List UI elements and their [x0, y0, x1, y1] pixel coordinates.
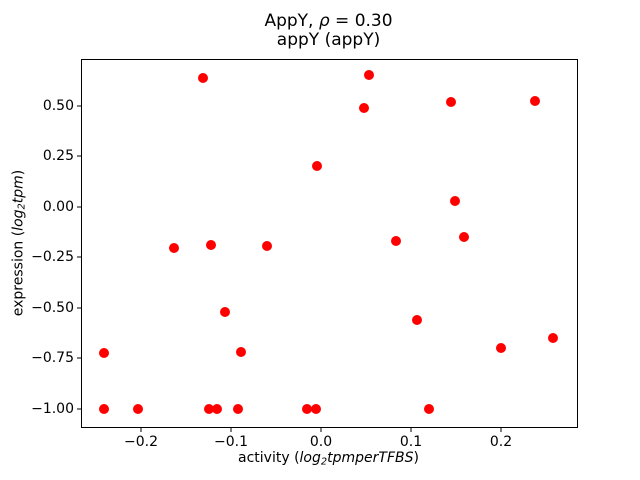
- data-point: [204, 403, 215, 414]
- figure-title-block: AppY, ρ = 0.30 appY (appY): [80, 12, 577, 50]
- data-point: [219, 307, 230, 318]
- data-point: [363, 70, 374, 81]
- y-label-subscript: 2: [16, 203, 28, 210]
- axes-spines: [81, 59, 578, 428]
- x-tick-mark: [140, 428, 142, 432]
- data-point: [423, 403, 434, 414]
- y-tick-label: −0.25: [31, 249, 74, 266]
- data-point: [495, 343, 506, 354]
- y-tick-mark: [77, 357, 81, 359]
- y-tick-mark: [77, 105, 81, 107]
- data-point: [450, 195, 461, 206]
- data-point: [211, 403, 222, 414]
- x-tick-mark: [320, 428, 322, 432]
- data-point: [198, 73, 209, 84]
- data-point: [99, 347, 110, 358]
- title-prefix: AppY,: [264, 11, 319, 31]
- y-tick-mark: [77, 408, 81, 410]
- x-label-math-rest: tpmperTFBS: [327, 450, 414, 466]
- x-tick-label: −0.1: [214, 434, 248, 450]
- x-label-math: log: [299, 450, 321, 466]
- y-tick-mark: [77, 256, 81, 258]
- figure-subtitle: appY (appY): [276, 30, 381, 50]
- data-point: [390, 236, 401, 247]
- y-tick-mark: [77, 206, 81, 208]
- x-label-subscript: 2: [320, 456, 328, 468]
- data-point: [530, 95, 541, 106]
- y-label-prefix: expression (: [10, 230, 27, 317]
- x-tick-label: 0.2: [489, 434, 513, 450]
- y-tick-label: −0.50: [31, 299, 74, 316]
- data-point: [169, 243, 180, 254]
- data-point: [206, 240, 217, 251]
- title-rho-symbol: ρ: [318, 11, 330, 31]
- plot-area: −0.2 −0.1 0.0 0.1 0.2 0.50 0.25 0.00 −0.25 −0.50 −…: [31, 59, 578, 450]
- data-point: [301, 403, 312, 414]
- y-label-suffix: ): [10, 169, 27, 176]
- data-point: [359, 103, 370, 114]
- data-point: [133, 403, 144, 414]
- y-tick-label: 0.00: [42, 198, 74, 215]
- x-tick-label: 0.0: [309, 434, 333, 450]
- y-tick-mark: [77, 307, 81, 309]
- y-tick-label: −1.00: [31, 400, 74, 417]
- x-tick-mark: [410, 428, 412, 432]
- x-label-suffix: ): [413, 450, 419, 466]
- x-axis-label: activity (log2tpmperTFBS): [80, 450, 577, 467]
- data-point: [412, 315, 423, 326]
- data-point: [459, 231, 470, 242]
- title-suffix: = 0.30: [329, 11, 393, 31]
- y-tick-mark: [77, 155, 81, 157]
- x-tick-label: −0.2: [124, 434, 159, 450]
- x-label-prefix: activity (: [238, 450, 300, 466]
- data-point: [548, 332, 559, 343]
- y-axis-label: expression (log2tpm): [10, 170, 27, 317]
- x-tick-mark: [500, 428, 502, 432]
- data-point: [262, 241, 272, 252]
- data-point: [311, 403, 322, 414]
- figure-title: AppY, ρ = 0.30: [80, 12, 577, 31]
- y-tick-label: 0.25: [42, 148, 74, 165]
- y-tick-label: −0.75: [31, 350, 74, 367]
- y-label-math: log: [10, 209, 27, 231]
- data-point: [233, 403, 244, 414]
- data-point: [99, 403, 110, 414]
- data-point: [312, 161, 323, 172]
- data-point: [235, 347, 246, 358]
- data-point: [445, 96, 456, 107]
- y-label-math-rest: tpm: [10, 175, 27, 204]
- y-tick-label: 0.50: [42, 98, 74, 114]
- x-tick-label: 0.1: [399, 434, 423, 450]
- x-tick-mark: [230, 428, 232, 432]
